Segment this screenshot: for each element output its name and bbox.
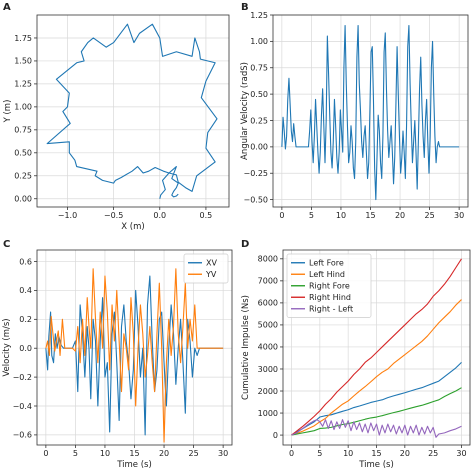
series-line-right-hind bbox=[291, 258, 462, 436]
series-line-right-left bbox=[291, 419, 462, 438]
legend-entry: YV bbox=[205, 270, 217, 279]
series-line-trajectory bbox=[281, 24, 460, 201]
y-axis-label: Velocity (m/s) bbox=[2, 318, 12, 376]
series-line-left-fore bbox=[291, 361, 462, 436]
x-tick-label: 20 bbox=[400, 449, 410, 458]
legend-box bbox=[286, 253, 372, 318]
y-axis-label: Angular Velocity (radS) bbox=[240, 62, 250, 160]
y-tick-label: 1000 bbox=[258, 409, 278, 418]
y-tick-label: 4000 bbox=[258, 343, 278, 352]
panel-a: A −1.0 −0.5 0.0 0.5 0.00 0.25 0.50 0.75 1.00 1.25 1… bbox=[3, 2, 230, 232]
panel-letter: C bbox=[3, 239, 10, 250]
legend-box bbox=[183, 253, 229, 284]
legend-entry: Left Fore bbox=[309, 259, 344, 268]
x-tick-label: 30 bbox=[454, 211, 464, 220]
x-tick-label: 25 bbox=[424, 211, 434, 220]
x-tick-label: 0 bbox=[279, 211, 284, 220]
x-tick-label: 15 bbox=[365, 211, 375, 220]
y-tick-label: 6000 bbox=[258, 299, 278, 308]
y-tick-label: 3000 bbox=[258, 365, 278, 374]
panel-letter: A bbox=[3, 2, 11, 13]
legend-entry: Right Fore bbox=[309, 282, 350, 291]
x-tick-label: 20 bbox=[159, 449, 169, 458]
y-axis-label: Cumulative Impulse (Ns) bbox=[241, 295, 251, 400]
y-tick-label: 1.50 bbox=[14, 57, 32, 66]
x-tick-label: −0.5 bbox=[104, 211, 123, 220]
y-tick-label: 0.75 bbox=[250, 64, 268, 73]
y-tick-label: 0.50 bbox=[250, 90, 268, 99]
y-tick-label: −0.2 bbox=[13, 373, 32, 382]
axes-frame bbox=[36, 14, 230, 208]
panel-letter: D bbox=[241, 239, 249, 250]
y-tick-label: 0.25 bbox=[250, 116, 268, 125]
x-tick-label: 5 bbox=[317, 449, 322, 458]
y-tick-label: 1.25 bbox=[14, 80, 32, 89]
x-tick-label: 0 bbox=[289, 449, 294, 458]
legend-entry: Left Hind bbox=[309, 270, 345, 279]
x-tick-label: 25 bbox=[428, 449, 438, 458]
x-axis-label: Time (s) bbox=[358, 460, 394, 470]
legend: XV YV bbox=[183, 253, 229, 284]
y-tick-label: 0.4 bbox=[19, 286, 32, 295]
series-line-trajectory bbox=[46, 23, 218, 199]
y-tick-label: 8000 bbox=[258, 255, 278, 264]
y-tick-label: 1.25 bbox=[250, 11, 268, 20]
panel-letter: B bbox=[241, 2, 249, 13]
y-tick-label: 0.00 bbox=[14, 195, 32, 204]
y-tick-label: 0.0 bbox=[19, 344, 32, 353]
x-axis-label: Time (s) bbox=[116, 460, 152, 470]
series-line-yv bbox=[45, 268, 224, 443]
legend-entry: Right - Left bbox=[309, 305, 353, 314]
x-tick-label: −1.0 bbox=[58, 211, 77, 220]
y-tick-label: 0.25 bbox=[14, 172, 32, 181]
legend-entry: Right Hind bbox=[309, 293, 351, 302]
x-tick-label: 0 bbox=[43, 449, 48, 458]
y-tick-label: 1.75 bbox=[14, 34, 32, 43]
y-tick-label: 5000 bbox=[258, 321, 278, 330]
y-tick-label: 1.00 bbox=[250, 37, 268, 46]
legend-entry: XV bbox=[206, 259, 217, 268]
x-tick-label: 5 bbox=[73, 449, 78, 458]
x-axis-label: X (m) bbox=[121, 222, 144, 232]
panel-c: C 0 5 10 15 20 25 30 −0.6 −0.4 −0.2 0.0 0.2 0.4 0.6 Tim… bbox=[2, 239, 233, 470]
y-tick-label: −0.25 bbox=[243, 169, 268, 178]
panel-d: D 0 5 10 15 20 25 30 0 1000 2000 3000 4000 5000 6000 70… bbox=[241, 239, 471, 470]
x-tick-label: 10 bbox=[336, 211, 346, 220]
x-tick-label: 25 bbox=[188, 449, 198, 458]
y-tick-label: 0 bbox=[273, 431, 278, 440]
y-tick-label: 0.75 bbox=[14, 126, 32, 135]
y-tick-label: −0.50 bbox=[243, 195, 268, 204]
y-tick-label: 0.6 bbox=[19, 257, 32, 266]
x-tick-label: 10 bbox=[100, 449, 110, 458]
x-tick-label: 15 bbox=[371, 449, 381, 458]
y-axis-label: Y (m) bbox=[3, 100, 13, 124]
x-tick-label: 0.0 bbox=[153, 211, 166, 220]
y-tick-label: 1.00 bbox=[14, 103, 32, 112]
y-tick-label: −0.4 bbox=[13, 402, 32, 411]
series-line-right-fore bbox=[291, 387, 462, 436]
x-tick-label: 0.5 bbox=[200, 211, 213, 220]
y-tick-label: 2000 bbox=[258, 387, 278, 396]
y-tick-label: 0.2 bbox=[19, 315, 32, 324]
y-tick-label: 0.50 bbox=[14, 149, 32, 158]
y-tick-label: −0.6 bbox=[13, 431, 32, 440]
panel-b: B 0 5 10 15 20 25 30 −0.50 −0.25 0.00 0.25 0.50 0.75 1… bbox=[240, 2, 469, 220]
x-tick-label: 30 bbox=[456, 449, 466, 458]
x-tick-label: 15 bbox=[129, 449, 139, 458]
legend: Left Fore Left Hind Right Fore Right Hind Ri… bbox=[286, 253, 372, 318]
x-tick-label: 5 bbox=[309, 211, 314, 220]
y-tick-label: 0.00 bbox=[250, 143, 268, 152]
x-tick-label: 30 bbox=[218, 449, 228, 458]
x-tick-label: 10 bbox=[343, 449, 353, 458]
x-tick-label: 20 bbox=[395, 211, 405, 220]
y-tick-label: 7000 bbox=[258, 277, 278, 286]
